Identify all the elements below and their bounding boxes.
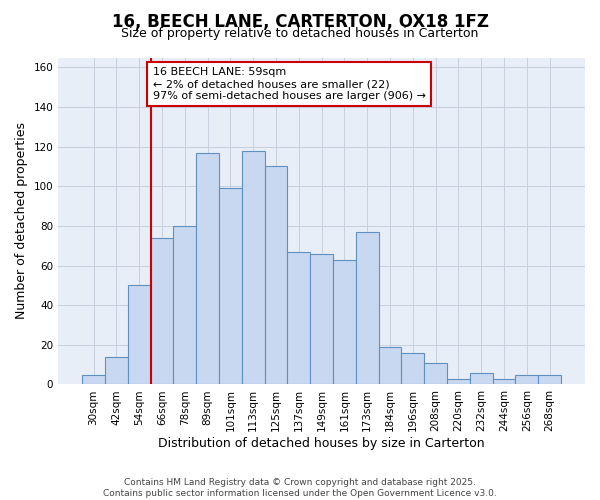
Bar: [151, 238, 173, 384]
Bar: [447, 378, 470, 384]
Text: Size of property relative to detached houses in Carterton: Size of property relative to detached ho…: [121, 28, 479, 40]
Bar: [538, 374, 561, 384]
Bar: [196, 152, 219, 384]
Bar: [356, 232, 379, 384]
X-axis label: Distribution of detached houses by size in Carterton: Distribution of detached houses by size …: [158, 437, 485, 450]
Bar: [219, 188, 242, 384]
Text: 16, BEECH LANE, CARTERTON, OX18 1FZ: 16, BEECH LANE, CARTERTON, OX18 1FZ: [112, 12, 488, 30]
Bar: [265, 166, 287, 384]
Bar: [173, 226, 196, 384]
Bar: [470, 372, 493, 384]
Bar: [128, 286, 151, 384]
Text: 16 BEECH LANE: 59sqm
← 2% of detached houses are smaller (22)
97% of semi-detach: 16 BEECH LANE: 59sqm ← 2% of detached ho…: [153, 68, 426, 100]
Bar: [424, 362, 447, 384]
Bar: [493, 378, 515, 384]
Bar: [401, 353, 424, 384]
Bar: [242, 150, 265, 384]
Bar: [333, 260, 356, 384]
Bar: [310, 254, 333, 384]
Bar: [105, 356, 128, 384]
Bar: [287, 252, 310, 384]
Text: Contains HM Land Registry data © Crown copyright and database right 2025.
Contai: Contains HM Land Registry data © Crown c…: [103, 478, 497, 498]
Bar: [515, 374, 538, 384]
Y-axis label: Number of detached properties: Number of detached properties: [15, 122, 28, 320]
Bar: [379, 347, 401, 385]
Bar: [82, 374, 105, 384]
